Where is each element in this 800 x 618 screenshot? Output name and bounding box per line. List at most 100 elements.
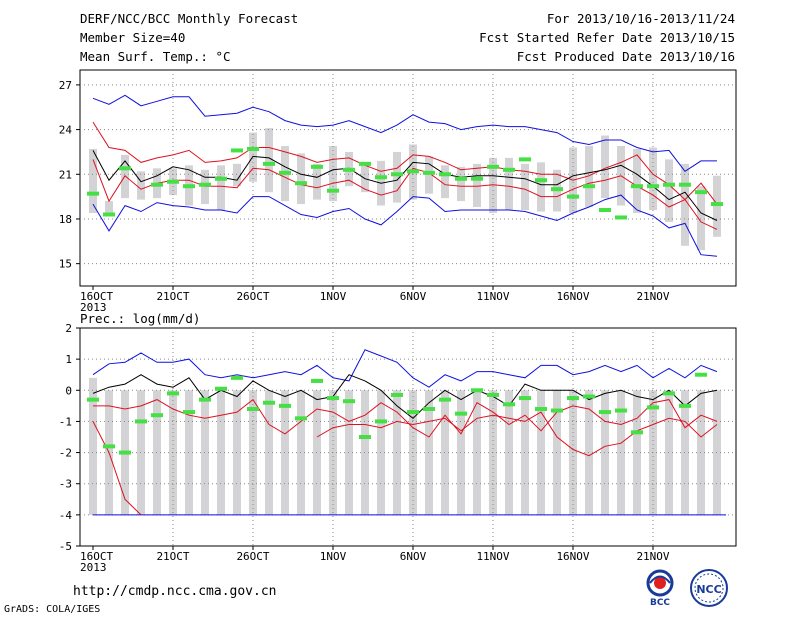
forecast-period: For 2013/10/16-2013/11/24	[546, 11, 735, 26]
ensemble-box	[633, 148, 641, 214]
ensemble-box	[233, 390, 241, 515]
ensemble-box	[665, 390, 673, 515]
obs-marker	[87, 397, 99, 402]
obs-marker	[503, 402, 515, 407]
obs-marker	[407, 169, 419, 174]
ensemble-box	[441, 390, 449, 515]
obs-marker	[295, 181, 307, 186]
obs-marker	[119, 450, 131, 455]
y-tick-label: -5	[59, 540, 72, 553]
obs-marker	[343, 167, 355, 172]
obs-marker	[103, 444, 115, 449]
obs-marker	[679, 403, 691, 408]
obs-marker	[167, 391, 179, 396]
obs-marker	[167, 179, 179, 184]
y-tick-label: -3	[59, 478, 72, 491]
chart-title: DERF/NCC/BCC Monthly Forecast	[80, 11, 299, 26]
x-tick-label: 16OCT	[80, 550, 113, 563]
obs-marker	[695, 190, 707, 195]
obs-marker	[327, 396, 339, 401]
ensemble-box	[617, 390, 625, 515]
bcc-logo-text: BCC	[650, 598, 670, 608]
ensemble-box	[713, 390, 721, 515]
obs-marker	[391, 172, 403, 177]
ensemble-box	[297, 153, 305, 205]
fcst-produced-date: Fcst Produced Date 2013/10/16	[516, 49, 735, 64]
x-tick-label: 2013	[80, 301, 107, 314]
obs-marker	[551, 187, 563, 192]
obs-marker	[503, 167, 515, 172]
obs-marker	[359, 435, 371, 439]
obs-marker	[199, 397, 211, 402]
y-tick-label: -2	[59, 447, 72, 460]
obs-marker	[551, 408, 563, 413]
ensemble-box	[457, 166, 465, 202]
ensemble-box	[393, 390, 401, 515]
y-tick-label: 21	[59, 168, 72, 181]
ensemble-box	[105, 201, 113, 214]
obs-marker	[695, 372, 707, 377]
obs-marker	[615, 408, 627, 413]
obs-marker	[567, 396, 579, 401]
ensemble-box	[329, 145, 337, 202]
ensemble-box	[585, 145, 593, 208]
obs-marker	[295, 416, 307, 421]
ensemble-box	[361, 390, 369, 515]
x-tick-label: 21OCT	[156, 550, 189, 563]
ensemble-box	[313, 163, 321, 200]
ensemble-box	[505, 157, 513, 211]
obs-marker	[471, 388, 483, 393]
y-tick-label: 0	[65, 384, 72, 397]
ensemble-box	[681, 390, 689, 515]
ensemble-box	[665, 159, 673, 222]
obs-marker	[423, 406, 435, 411]
ensemble-box	[89, 377, 97, 515]
obs-marker	[599, 410, 611, 415]
y-tick-label: -4	[59, 509, 73, 522]
ensemble-box	[393, 151, 401, 203]
series-upper-line	[93, 398, 718, 438]
obs-marker	[215, 176, 227, 181]
obs-marker	[487, 392, 499, 397]
ensemble-box	[681, 163, 689, 246]
ensemble-box	[601, 390, 609, 515]
x-tick-label: 6NOV	[400, 290, 427, 303]
x-tick-label: 1NOV	[320, 290, 347, 303]
x-tick-label: 2013	[80, 561, 107, 574]
x-tick-label: 16NOV	[556, 290, 589, 303]
y-tick-label: 27	[59, 79, 72, 92]
ensemble-box	[697, 186, 705, 251]
obs-marker	[215, 386, 227, 391]
obs-marker	[567, 194, 579, 199]
variable-label: Mean Surf. Temp.: °C	[80, 49, 231, 64]
ensemble-box	[489, 157, 497, 214]
obs-marker	[711, 202, 723, 207]
x-tick-label: 16OCT	[80, 290, 113, 303]
ensemble-box	[473, 390, 481, 515]
y-tick-label: 18	[59, 213, 72, 226]
obs-marker	[663, 391, 675, 396]
series-lower-line	[92, 411, 718, 516]
obs-marker	[663, 182, 675, 187]
ncc-logo-icon: NCC	[690, 569, 728, 607]
ensemble-box	[505, 390, 513, 515]
series-lower-line	[92, 159, 718, 230]
obs-marker	[647, 405, 659, 410]
x-tick-label: 16NOV	[556, 550, 589, 563]
obs-marker	[311, 378, 323, 383]
obs-marker	[327, 188, 339, 193]
source-url: http://cmdp.ncc.cma.gov.cn	[73, 584, 277, 599]
ensemble-box	[457, 390, 465, 515]
ensemble-box	[345, 390, 353, 515]
bcc-logo-icon: BCC	[646, 569, 674, 608]
obs-marker	[183, 410, 195, 415]
ensemble-box	[233, 163, 241, 187]
x-tick-label: 21NOV	[636, 550, 669, 563]
ensemble-box	[217, 390, 225, 515]
ensemble-box	[425, 390, 433, 515]
obs-marker	[375, 419, 387, 424]
obs-marker	[151, 182, 163, 187]
ensemble-box	[89, 148, 97, 214]
obs-marker	[87, 191, 99, 196]
